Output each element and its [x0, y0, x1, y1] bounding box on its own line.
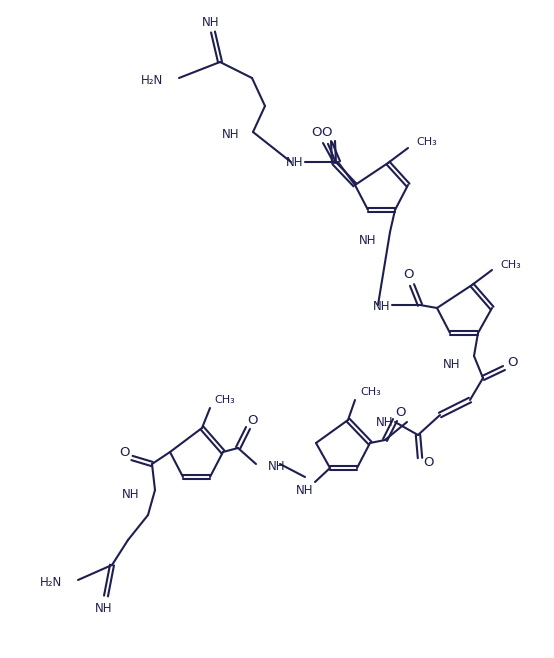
Text: NH: NH: [295, 484, 313, 497]
Text: NH: NH: [121, 488, 139, 501]
Text: O: O: [321, 126, 331, 139]
Text: NH: NH: [222, 128, 239, 141]
Text: NH: NH: [372, 299, 390, 313]
Text: O: O: [423, 457, 433, 470]
Text: O: O: [395, 405, 405, 418]
Text: NH: NH: [268, 459, 285, 472]
Text: CH₃: CH₃: [214, 395, 235, 405]
Text: CH₃: CH₃: [416, 137, 437, 147]
Text: H₂N: H₂N: [40, 576, 62, 588]
Text: NH: NH: [376, 417, 393, 430]
Text: NH: NH: [95, 601, 113, 615]
Text: O: O: [248, 413, 258, 426]
Text: H₂N: H₂N: [141, 74, 163, 86]
Text: O: O: [312, 126, 322, 139]
Text: O: O: [507, 357, 517, 370]
Text: CH₃: CH₃: [500, 260, 521, 270]
Text: O: O: [403, 268, 413, 282]
Text: NH: NH: [443, 357, 460, 370]
Text: O: O: [119, 447, 129, 459]
Text: NH: NH: [358, 234, 376, 247]
Text: CH₃: CH₃: [360, 387, 381, 397]
Text: NH: NH: [202, 16, 220, 28]
Text: NH: NH: [285, 157, 303, 170]
